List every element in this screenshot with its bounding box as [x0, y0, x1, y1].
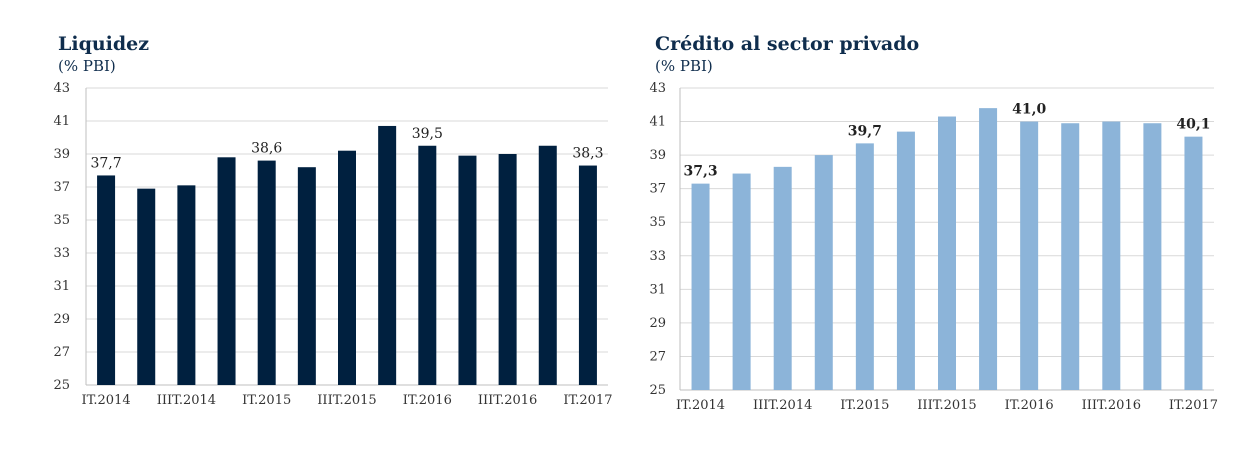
chart-title: Liquidez: [58, 33, 150, 55]
chart-subtitle: (% PBI): [655, 57, 713, 75]
y-tick-label: 41: [53, 114, 70, 129]
y-tick-label: 37: [53, 180, 70, 195]
y-tick-label: 33: [53, 246, 70, 261]
bar: [338, 150, 356, 385]
data-label: 38,6: [251, 141, 282, 157]
x-tick-label: IT.2014: [82, 393, 131, 408]
x-tick-label: IIIT.2014: [157, 393, 216, 408]
bar: [458, 155, 477, 385]
chart-title: Crédito al sector privado: [655, 33, 920, 55]
data-label: 39,5: [412, 126, 443, 142]
x-tick-label: IIIT.2016: [478, 393, 537, 408]
bar: [217, 157, 236, 385]
bar: [257, 160, 276, 385]
bar: [137, 188, 156, 385]
data-label: 38,3: [572, 146, 603, 162]
data-label: 37,7: [90, 155, 121, 171]
x-tick-label: IT.2015: [242, 393, 291, 408]
bar: [177, 185, 196, 385]
x-tick-label: IIIT.2015: [317, 393, 376, 408]
chart-subtitle: (% PBI): [58, 57, 116, 75]
y-tick-label: 39: [53, 147, 70, 162]
bar: [97, 175, 116, 385]
y-tick-label: 27: [53, 345, 70, 360]
bar: [418, 145, 437, 385]
x-tick-label: IT.2016: [403, 393, 452, 408]
y-tick-label: 25: [53, 378, 70, 393]
bar: [297, 167, 316, 385]
bar: [538, 145, 557, 385]
bar: [578, 165, 597, 385]
y-tick-label: 29: [53, 312, 70, 327]
x-tick-label: IT.2017: [563, 393, 612, 408]
y-tick-label: 43: [53, 81, 70, 96]
y-tick-label: 35: [53, 213, 70, 228]
bar: [498, 154, 517, 385]
bar: [378, 125, 397, 385]
y-tick-label: 31: [53, 279, 70, 294]
